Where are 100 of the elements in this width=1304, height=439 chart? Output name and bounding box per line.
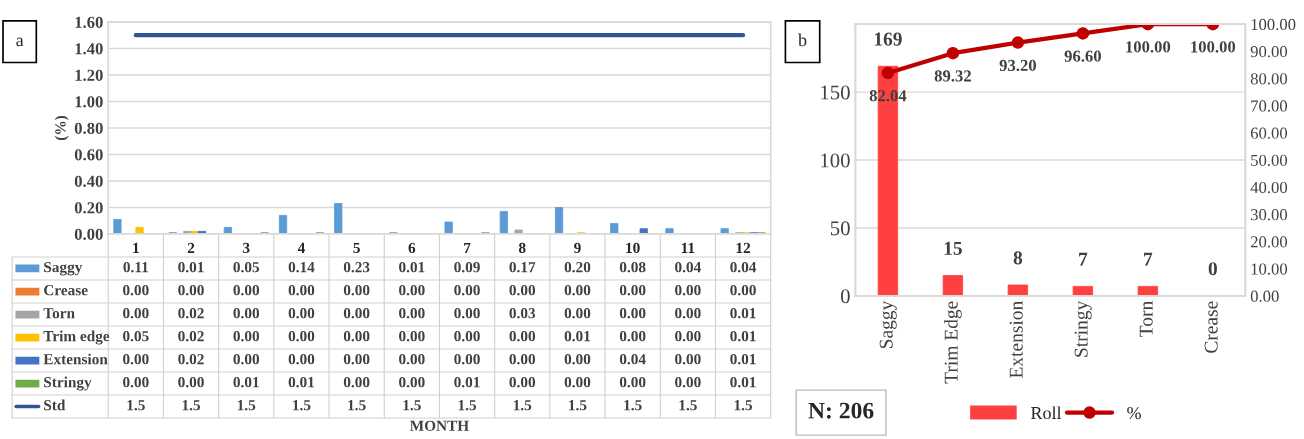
y-tick-label: 1.00 [75,96,103,108]
data-label: 0.00 [619,285,646,296]
data-label: 1.5 [237,400,256,411]
data-label: 0.00 [343,331,370,342]
data-label: 15 [944,241,962,255]
data-label: 0.20 [564,262,591,273]
data-label: 0.09 [454,262,480,273]
data-label: 0.00 [288,285,315,296]
y-tick-label: 0.80 [74,122,103,134]
data-label: 89.32 [934,70,971,82]
data-label: 0.01 [288,377,315,388]
data-label: 0.00 [288,331,315,342]
y2-tick-label: 30.00 [1250,209,1288,221]
legend-label: Roll [1030,406,1062,420]
y-tick-label: 0.20 [74,202,103,214]
data-label: 0.00 [233,285,260,296]
x-tick-label: 10 [626,242,640,254]
x-tick-label: 6 [408,242,416,254]
data-label: 0.00 [288,354,315,365]
data-label: 1.5 [127,400,145,411]
data-label: 8 [1013,251,1023,265]
y2-tick-label: 80.00 [1250,73,1288,85]
data-label: 0.00 [675,308,701,319]
data-label: 0.00 [509,377,536,388]
text: a [16,37,24,47]
data-label: 0.01 [454,377,480,388]
text: b [798,33,807,47]
x-tick-label: 1 [133,242,139,253]
data-label: 0.00 [399,354,425,365]
data-label: 0.04 [619,354,646,365]
data-label: 0.00 [675,285,701,296]
data-label: 0.01 [730,354,756,365]
y2-tick-label: 10.00 [1251,263,1288,275]
data-label: 0.00 [343,354,370,365]
data-label: 1.5 [182,400,201,411]
y-tick-label: 1.60 [75,16,103,28]
data-label: 100.00 [1126,41,1171,53]
data-label: 7 [1079,252,1088,266]
data-label: 0.00 [509,285,536,296]
data-label: 0.00 [454,308,480,319]
data-label: 0.04 [675,262,701,273]
data-label: 0.00 [675,354,701,365]
x-tick-label: 7 [464,242,471,253]
data-label: 0.00 [619,331,646,342]
data-label: 0.02 [178,308,204,319]
y-tick-label: 1.40 [75,43,103,55]
y2-tick-label: 60.00 [1250,127,1288,139]
data-label: 1.5 [569,400,587,411]
data-label: 0.00 [233,308,260,319]
data-label: 0.01 [178,262,204,273]
y2-tick-label: 70.00 [1251,100,1288,112]
data-label: 0.00 [123,308,149,319]
data-label: 0.02 [178,354,204,365]
data-label: 1.5 [513,400,532,411]
data-label: 0.00 [564,285,591,296]
y-tick-label: 0 [840,289,850,304]
y-tick-label: 0.00 [74,228,103,241]
x-tick-label: 8 [518,242,526,254]
data-label: 1.5 [458,400,477,411]
x-tick-label: Crease [1204,301,1218,353]
data-label: 0.00 [399,331,425,342]
data-label: 0.01 [730,331,756,342]
y2-tick-label: 0.00 [1250,290,1279,302]
data-label: 0.08 [619,262,646,273]
data-label: 0.00 [233,331,260,342]
data-label: 96.60 [1064,50,1101,62]
data-label: 0.00 [343,285,370,296]
data-label: 169 [874,32,902,46]
legend-label: Stringy [44,376,92,391]
y-tick-label: 1.20 [75,69,103,81]
legend-label: Torn [43,308,75,319]
x-tick-label: Extension [1009,301,1023,378]
y2-tick-label: 90.00 [1250,46,1288,58]
data-label: 100.00 [1191,41,1236,53]
data-label: 0.00 [399,308,425,319]
y-tick-label: 150 [821,85,850,100]
data-label: 0.02 [178,331,204,342]
data-label: 0.00 [564,308,591,319]
x-tick-label: 5 [353,242,360,254]
legend-label: % [1127,406,1141,420]
data-label: 0.00 [123,377,149,388]
x-tick-label: Trim Edge [944,301,962,384]
y2-tick-label: 20.00 [1250,236,1288,248]
data-label: 0.05 [123,331,149,342]
data-label: 7 [1144,252,1153,266]
data-label: 0.23 [343,262,370,273]
data-label: 0.01 [730,377,756,388]
x-tick-label: 4 [297,242,305,253]
x-tick-label: 3 [242,242,250,254]
data-label: 0.00 [564,354,591,365]
data-label: 0.00 [675,377,701,388]
data-label: 0.17 [509,262,536,273]
text: N: 206 [808,402,874,419]
y2-tick-label: 50.00 [1251,154,1288,167]
data-label: 93.20 [999,59,1036,72]
legend-label: Trim edge [43,330,110,345]
data-label: 0.04 [730,262,757,273]
x-tick-label: 2 [187,242,195,253]
data-label: 0.00 [343,377,370,388]
data-label: 0.00 [399,377,425,388]
